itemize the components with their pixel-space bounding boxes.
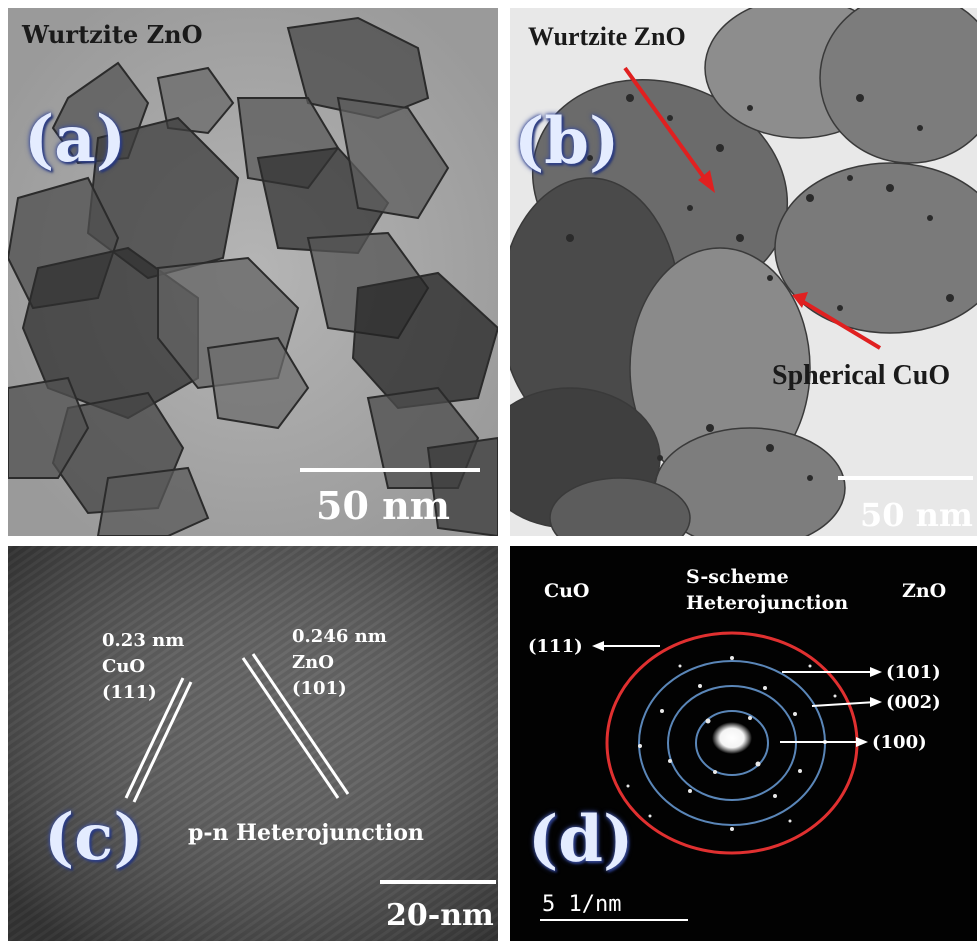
scale-label-b: 50 nm (860, 496, 973, 534)
panel-b-label-top: Wurtzite ZnO (528, 22, 686, 51)
ring-100-label: (100) (872, 732, 927, 753)
ring-101-label: (101) (886, 662, 941, 683)
panel-a-letter: (a) (24, 102, 127, 177)
scale-bar-b (838, 476, 973, 480)
panel-c-letter: (c) (44, 800, 144, 875)
panel-d-letter: (d) (528, 802, 634, 877)
zno-name-label: ZnO (292, 652, 334, 673)
tem-image-a: Wurtzite ZnO (a) 50 nm (8, 8, 498, 536)
panel-d-right-label: ZnO (902, 580, 947, 602)
panel-b-letter: (b) (514, 104, 620, 179)
panel-b-label-bottom: Spherical CuO (772, 360, 951, 391)
panel-d-center-line1: S-scheme (686, 566, 789, 588)
saed-pattern-d: CuO S-scheme Heterojunction ZnO (111) (1… (510, 546, 977, 941)
zno-cuo-particles-image (510, 8, 977, 536)
panel-a-title: Wurtzite ZnO (22, 20, 203, 49)
ring-002-label: (002) (886, 692, 941, 713)
junction-label: p-n Heterojunction (188, 820, 424, 846)
scale-label-a: 50 nm (316, 483, 450, 528)
panel-d-left-label: CuO (544, 580, 590, 602)
scale-label-c: 20-nm (386, 898, 494, 933)
scale-label-d: 5 1/nm (542, 892, 622, 917)
cuo-spacing-label: 0.23 nm (102, 630, 185, 651)
tem-image-b: Wurtzite ZnO (b) Spherical CuO 50 nm (510, 8, 977, 536)
ring-111-label: (111) (528, 636, 583, 657)
zno-particles-image (8, 8, 498, 536)
scale-bar-a (300, 468, 480, 472)
cuo-plane-label: (111) (102, 682, 157, 703)
cuo-name-label: CuO (102, 656, 146, 677)
scale-bar-c (380, 880, 496, 884)
diffraction-rings-image (510, 546, 977, 941)
zno-plane-label: (101) (292, 678, 347, 699)
panel-d-center-line2: Heterojunction (686, 592, 849, 614)
lattice-fringes-image (8, 546, 498, 941)
zno-spacing-label: 0.246 nm (292, 626, 387, 647)
hrtem-image-c: 0.23 nm CuO (111) 0.246 nm ZnO (101) p-n… (8, 546, 498, 941)
